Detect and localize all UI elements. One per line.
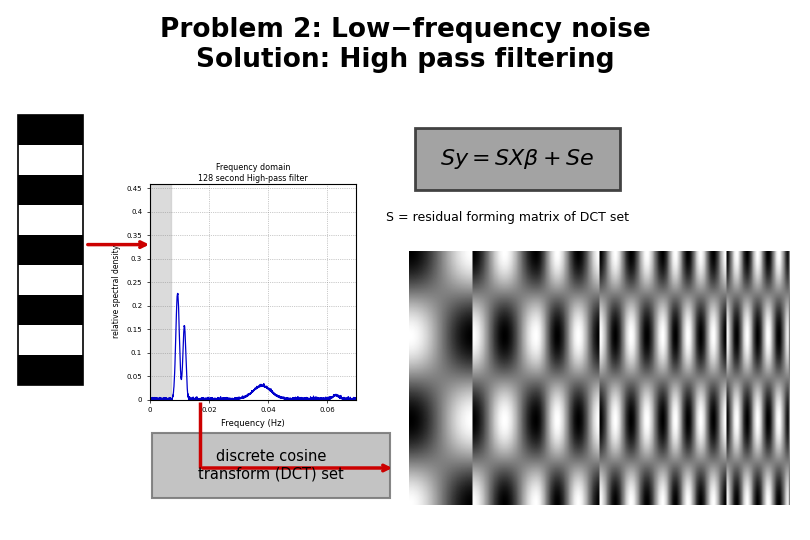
- Bar: [18, 175, 83, 205]
- Bar: [18, 355, 83, 385]
- Text: discrete cosine
transform (DCT) set: discrete cosine transform (DCT) set: [198, 449, 344, 482]
- Title: Frequency domain
128 second High-pass filter: Frequency domain 128 second High-pass fi…: [198, 164, 308, 183]
- Text: $Sy = SX\beta + Se$: $Sy = SX\beta + Se$: [441, 147, 595, 171]
- Bar: [152, 433, 390, 498]
- Text: Problem 2: Low−frequency noise: Problem 2: Low−frequency noise: [160, 17, 650, 43]
- X-axis label: Frequency (Hz): Frequency (Hz): [221, 419, 285, 428]
- Bar: [150, 184, 170, 400]
- Bar: [18, 265, 83, 295]
- Bar: [18, 205, 83, 235]
- Bar: [18, 295, 83, 325]
- Bar: [18, 325, 83, 355]
- Text: Solution: High pass filtering: Solution: High pass filtering: [196, 47, 614, 73]
- Bar: [415, 128, 620, 190]
- Text: S = residual forming matrix of DCT set: S = residual forming matrix of DCT set: [386, 212, 629, 225]
- Bar: [18, 145, 83, 175]
- Bar: [18, 235, 83, 265]
- Y-axis label: relative spectral density: relative spectral density: [112, 245, 121, 338]
- Bar: [18, 115, 83, 385]
- Bar: [18, 115, 83, 145]
